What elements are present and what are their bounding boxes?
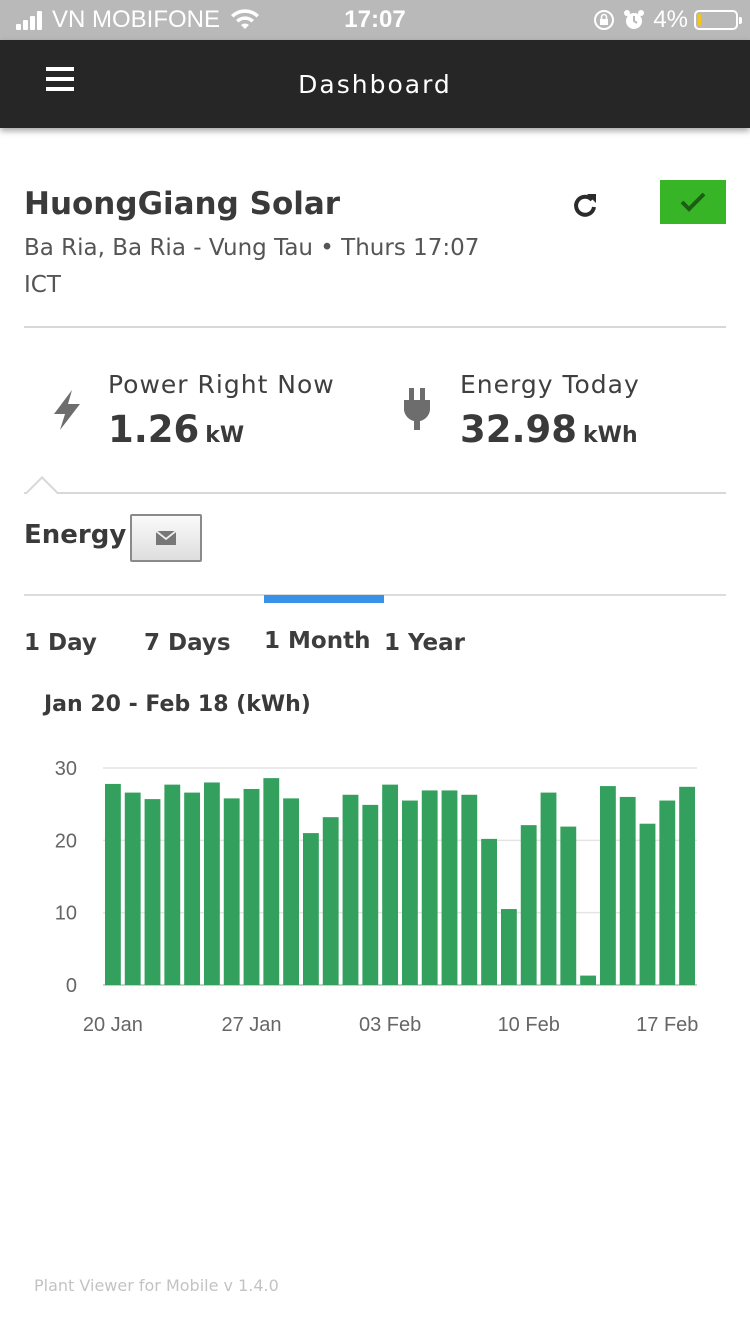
y-tick-label: 30 bbox=[55, 758, 77, 780]
power-label: Power Right Now bbox=[108, 370, 335, 399]
battery-percent: 4% bbox=[653, 6, 688, 33]
chart-bar[interactable] bbox=[580, 975, 597, 985]
chart-bar[interactable] bbox=[322, 817, 339, 985]
chart-bar[interactable] bbox=[619, 796, 636, 985]
chart-bar[interactable] bbox=[342, 794, 359, 985]
chart-bar[interactable] bbox=[679, 786, 696, 985]
lightning-icon bbox=[54, 390, 80, 430]
refresh-icon[interactable] bbox=[570, 190, 600, 220]
chart-bar[interactable] bbox=[203, 782, 220, 985]
chart-bar[interactable] bbox=[441, 790, 458, 985]
chart-bar[interactable] bbox=[382, 784, 399, 985]
chart-bar[interactable] bbox=[184, 792, 201, 985]
chart-bar[interactable] bbox=[461, 794, 478, 985]
chart-bar[interactable] bbox=[223, 798, 240, 985]
mail-icon bbox=[155, 530, 177, 545]
energy-label: Energy Today bbox=[460, 370, 640, 399]
energy-number: 32.98 bbox=[460, 408, 578, 451]
chart-bar[interactable] bbox=[164, 784, 181, 985]
app-version: Plant Viewer for Mobile v 1.4.0 bbox=[34, 1276, 279, 1295]
menu-icon[interactable] bbox=[46, 67, 74, 93]
pointer-notch bbox=[25, 476, 59, 510]
power-number: 1.26 bbox=[108, 408, 200, 451]
divider bbox=[24, 326, 726, 328]
chart-bar[interactable] bbox=[283, 798, 300, 985]
x-tick-label: 20 Jan bbox=[83, 1014, 143, 1036]
plug-icon bbox=[404, 388, 430, 430]
energy-bar-chart: 0 10 20 30 20 Jan 27 Jan 03 Feb 10 Feb 17 Feb bbox=[55, 758, 699, 1036]
page-title: Dashboard bbox=[298, 70, 452, 99]
clock: 17:07 bbox=[344, 6, 406, 33]
status-bar: VN MOBIFONE 17:07 4% bbox=[0, 0, 750, 40]
chart-bar[interactable] bbox=[104, 783, 121, 985]
energy-value: 32.98 kWh bbox=[460, 408, 638, 451]
chart-bar[interactable] bbox=[599, 786, 616, 985]
y-tick-label: 0 bbox=[66, 975, 77, 997]
battery-icon bbox=[694, 10, 742, 30]
y-tick-label: 10 bbox=[55, 903, 77, 925]
chart-bar[interactable] bbox=[540, 792, 557, 985]
chart-bar[interactable] bbox=[500, 909, 517, 985]
signal-icon bbox=[16, 10, 44, 30]
plant-status-button[interactable] bbox=[660, 180, 726, 224]
alarm-icon bbox=[624, 10, 645, 29]
chart-bar[interactable] bbox=[560, 826, 577, 985]
chart-bar[interactable] bbox=[520, 825, 537, 985]
y-tick-label: 20 bbox=[55, 830, 77, 852]
checkmark-icon bbox=[680, 192, 706, 212]
chart-bar[interactable] bbox=[302, 833, 319, 985]
power-unit: kW bbox=[205, 423, 245, 448]
tab-1-day[interactable]: 1 Day bbox=[24, 630, 97, 656]
nav-header: Dashboard bbox=[0, 40, 750, 128]
power-value: 1.26 kW bbox=[108, 408, 244, 451]
email-report-button[interactable] bbox=[130, 514, 202, 562]
chart-bar[interactable] bbox=[263, 778, 280, 985]
energy-section-title: Energy bbox=[24, 520, 127, 550]
x-tick-label: 27 Jan bbox=[221, 1014, 281, 1036]
chart-bar[interactable] bbox=[362, 804, 379, 985]
x-tick-label: 03 Feb bbox=[359, 1014, 421, 1036]
chart-bar[interactable] bbox=[243, 788, 260, 985]
chart-range-title: Jan 20 - Feb 18 (kWh) bbox=[44, 692, 311, 717]
plant-name: HuongGiang Solar bbox=[24, 186, 341, 222]
orientation-lock-icon bbox=[594, 10, 615, 30]
chart-bar[interactable] bbox=[124, 792, 141, 985]
plant-location: Ba Ria, Ba Ria - Vung Tau • Thurs 17:07 … bbox=[24, 235, 480, 298]
chart-bar[interactable] bbox=[481, 838, 498, 985]
carrier-name: VN MOBIFONE bbox=[52, 6, 221, 33]
chart-bar[interactable] bbox=[401, 800, 418, 985]
tab-1-year[interactable]: 1 Year bbox=[384, 630, 466, 656]
tab-1-month[interactable]: 1 Month bbox=[264, 628, 371, 654]
divider bbox=[24, 492, 726, 494]
chart-bar[interactable] bbox=[659, 800, 676, 985]
chart-bar[interactable] bbox=[639, 823, 656, 985]
wifi-icon bbox=[231, 9, 260, 29]
x-tick-label: 10 Feb bbox=[498, 1014, 560, 1036]
tab-7-days[interactable]: 7 Days bbox=[144, 630, 231, 656]
chart-bar[interactable] bbox=[144, 799, 161, 985]
energy-unit: kWh bbox=[583, 423, 638, 448]
active-tab-indicator bbox=[264, 595, 384, 603]
chart-bar[interactable] bbox=[421, 790, 438, 985]
x-tick-label: 17 Feb bbox=[636, 1014, 698, 1036]
